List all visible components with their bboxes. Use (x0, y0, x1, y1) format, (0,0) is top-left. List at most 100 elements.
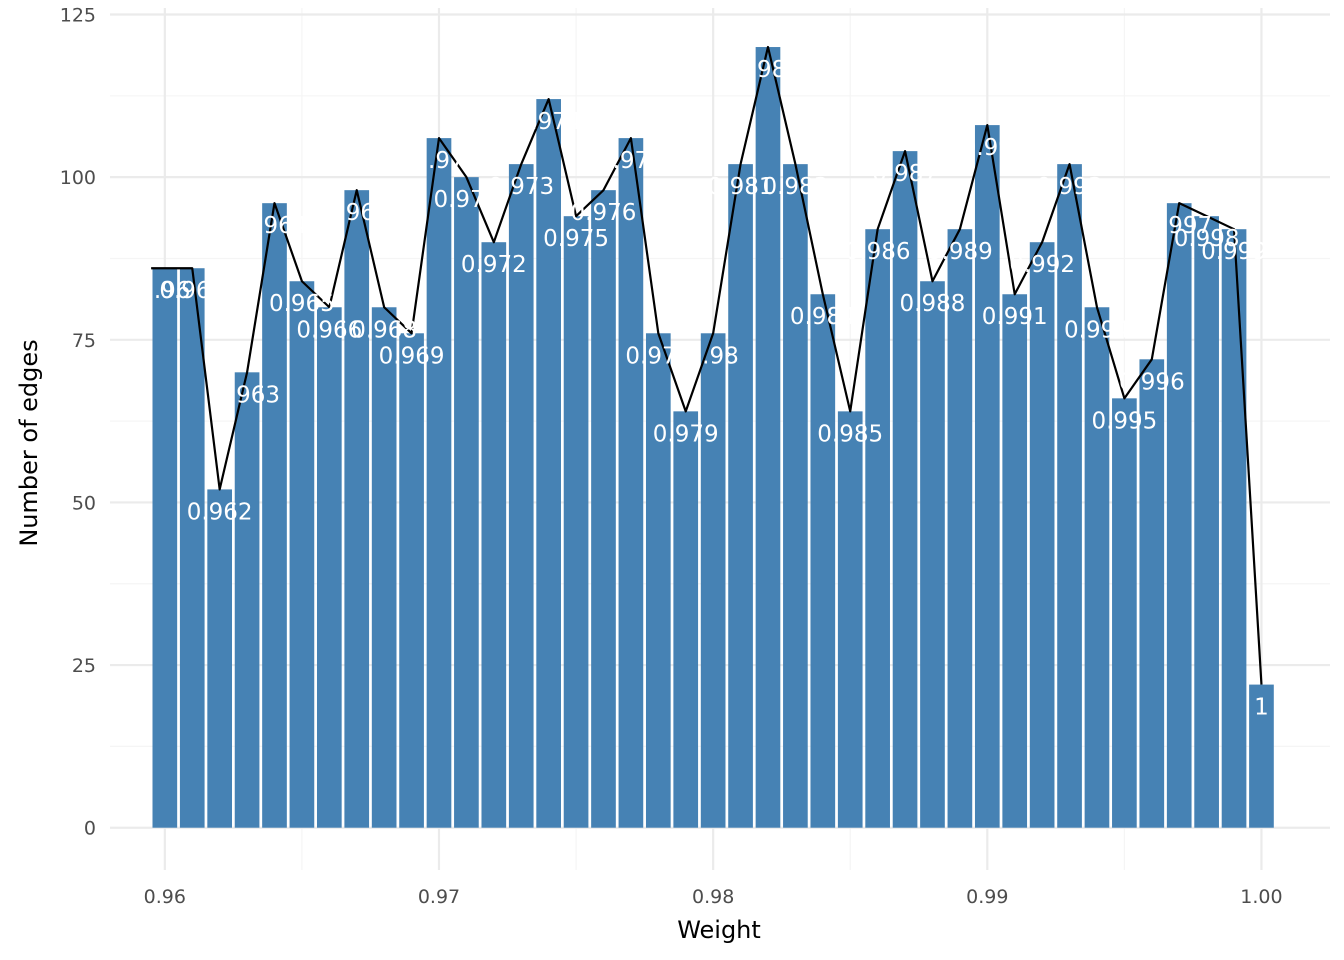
bar-label: 0.996 (1119, 369, 1185, 395)
bar-label: 0.968 (351, 317, 417, 343)
bar-label: 0.989 (927, 239, 993, 265)
bar (700, 333, 726, 828)
bar-label: 0.984 (790, 304, 856, 330)
bar-label: 0.969 (379, 343, 445, 369)
bar (892, 151, 918, 828)
bar-label: 0.978 (625, 343, 691, 369)
bar (262, 203, 287, 828)
x-tick-label: 0.99 (966, 886, 1008, 908)
line-overlay (151, 45, 1263, 685)
bar (728, 164, 753, 828)
bar-label: 0.991 (982, 304, 1048, 330)
bar (974, 125, 1000, 828)
bar-label: 0.967 (324, 200, 390, 226)
bar (1221, 229, 1247, 828)
x-tick-label: 0.98 (692, 886, 734, 908)
bar (234, 372, 260, 828)
bar (618, 138, 644, 828)
bar (1166, 203, 1192, 828)
bar (591, 190, 616, 828)
bar-label: 0.973 (488, 174, 554, 200)
bar (645, 333, 671, 828)
bar (152, 268, 178, 828)
y-axis-ticks: 0 25 50 75 100 125 (60, 5, 96, 840)
bar (673, 411, 699, 828)
y-tick-label: 100 (60, 167, 96, 189)
bar (1084, 307, 1110, 828)
bar-label: 0.994 (1064, 317, 1130, 343)
bar (207, 489, 232, 828)
bar-label: 0.997 (1146, 213, 1212, 239)
bar (399, 333, 424, 828)
x-axis-ticks: 0.96 0.97 0.98 0.99 1.00 (144, 886, 1283, 908)
bar-label: 0.99 (962, 135, 1013, 161)
bar-label: 0.976 (571, 200, 637, 226)
bars (152, 47, 1274, 828)
bar (755, 47, 781, 828)
bar-label: 0.961 (159, 278, 225, 304)
bar-label: 0.998 (1174, 226, 1240, 252)
bar-label: 0.974 (516, 109, 582, 135)
bar (563, 216, 589, 828)
x-tick-label: 1.00 (1240, 886, 1282, 908)
bar-label: 0.983 (762, 174, 828, 200)
bar-label: 0.999 (1201, 239, 1267, 265)
series-line (151, 45, 1263, 685)
bar-label: 0.98 (688, 343, 739, 369)
bar-label: 0.972 (461, 252, 527, 278)
bar (810, 294, 836, 828)
bar-label: 0.965 (269, 291, 335, 317)
y-tick-label: 25 (72, 655, 96, 677)
bar (1029, 242, 1055, 828)
bar (344, 190, 370, 828)
x-tick-label: 0.96 (144, 886, 186, 908)
bar-label: 0.995 (1091, 408, 1157, 434)
y-tick-label: 125 (60, 5, 96, 27)
x-tick-label: 0.97 (418, 886, 460, 908)
bar (316, 307, 342, 828)
bar (865, 229, 890, 828)
bar (289, 281, 315, 828)
bar (920, 281, 945, 828)
bar (1139, 359, 1165, 828)
bar (179, 268, 205, 828)
bar (481, 242, 507, 828)
bar-label: 0.97 (413, 148, 464, 174)
y-tick-label: 75 (72, 330, 96, 352)
bar (1249, 684, 1274, 828)
y-axis-title: Number of edges (15, 339, 43, 546)
bar-label: 0.96 (139, 278, 190, 304)
bar (1057, 164, 1082, 828)
bar-label: 0.977 (598, 148, 664, 174)
bar (947, 229, 973, 828)
bar-label: 1 (1254, 695, 1269, 721)
bar-label: 0.985 (817, 421, 883, 447)
bar-label: 0.962 (187, 499, 253, 525)
bar (536, 99, 561, 828)
x-axis-title: Weight (677, 916, 761, 944)
bar-label: 0.964 (242, 213, 308, 239)
bar-label: 0.966 (296, 317, 362, 343)
bar-label: 0.963 (214, 382, 280, 408)
bar-label: 0.979 (653, 421, 719, 447)
bar (783, 164, 808, 828)
bar-label: 0.971 (433, 187, 499, 213)
bar-label: 0.982 (735, 57, 801, 83)
bar (426, 138, 452, 828)
bar-label: 0.986 (845, 239, 911, 265)
bar (1194, 216, 1219, 828)
bar-label: 0.993 (1037, 174, 1103, 200)
bar (1002, 294, 1028, 828)
bar (371, 307, 397, 828)
bar-label: 0.987 (872, 161, 938, 187)
bar-label: 0.988 (900, 291, 966, 317)
bar (1112, 398, 1137, 828)
bar-label: 0.981 (708, 174, 774, 200)
y-tick-label: 0 (84, 818, 96, 840)
bar-label: 0.975 (543, 226, 609, 252)
bar (508, 164, 534, 828)
bar (454, 177, 479, 828)
bar-label: 0.992 (1009, 252, 1075, 278)
